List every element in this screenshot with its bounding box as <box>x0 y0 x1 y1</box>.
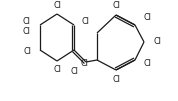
Text: Cl: Cl <box>112 2 120 11</box>
Text: Cl: Cl <box>70 66 78 76</box>
Text: Cl: Cl <box>53 65 61 74</box>
Text: Cl: Cl <box>80 58 88 67</box>
Text: Cl: Cl <box>22 17 30 26</box>
Text: Cl: Cl <box>22 26 30 35</box>
Text: Cl: Cl <box>82 17 90 26</box>
Text: Cl: Cl <box>53 2 61 11</box>
Text: Cl: Cl <box>143 14 151 23</box>
Text: Cl: Cl <box>143 58 151 67</box>
Text: Cl: Cl <box>112 75 120 84</box>
Text: Cl: Cl <box>23 46 31 56</box>
Text: Cl: Cl <box>153 37 161 46</box>
